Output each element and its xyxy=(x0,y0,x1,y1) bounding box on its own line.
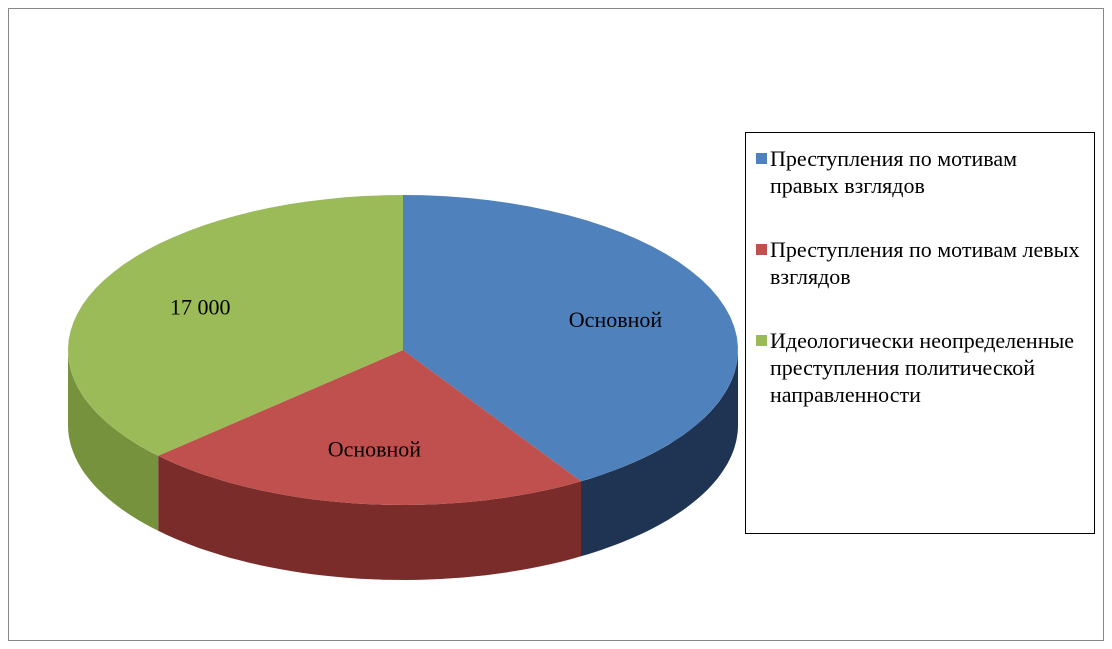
data-label: 17 000 xyxy=(170,294,231,319)
legend-label: Идеологически неопределенные преступлени… xyxy=(770,328,1075,407)
legend: Преступления по мотивам правых взглядов П… xyxy=(745,132,1095,534)
data-label: Основной xyxy=(569,307,663,332)
legend-item: Преступления по мотивам левых взглядов xyxy=(756,236,1090,290)
pie-side xyxy=(581,350,738,557)
pie-slice xyxy=(158,350,581,505)
pie-slice xyxy=(403,195,738,482)
data-label: Основной xyxy=(328,436,422,461)
pie-slice xyxy=(68,195,403,456)
legend-swatch xyxy=(756,153,767,164)
pie-side xyxy=(158,455,581,580)
chart-frame xyxy=(8,8,1104,641)
legend-swatch xyxy=(756,335,767,346)
pie-side xyxy=(68,350,159,531)
legend-label: Преступления по мотивам правых взглядов xyxy=(770,146,1018,198)
legend-item: Идеологически неопределенные преступлени… xyxy=(756,327,1090,408)
legend-swatch xyxy=(756,244,767,255)
legend-item: Преступления по мотивам правых взглядов xyxy=(756,145,1090,199)
legend-label: Преступления по мотивам левых взглядов xyxy=(770,237,1080,289)
